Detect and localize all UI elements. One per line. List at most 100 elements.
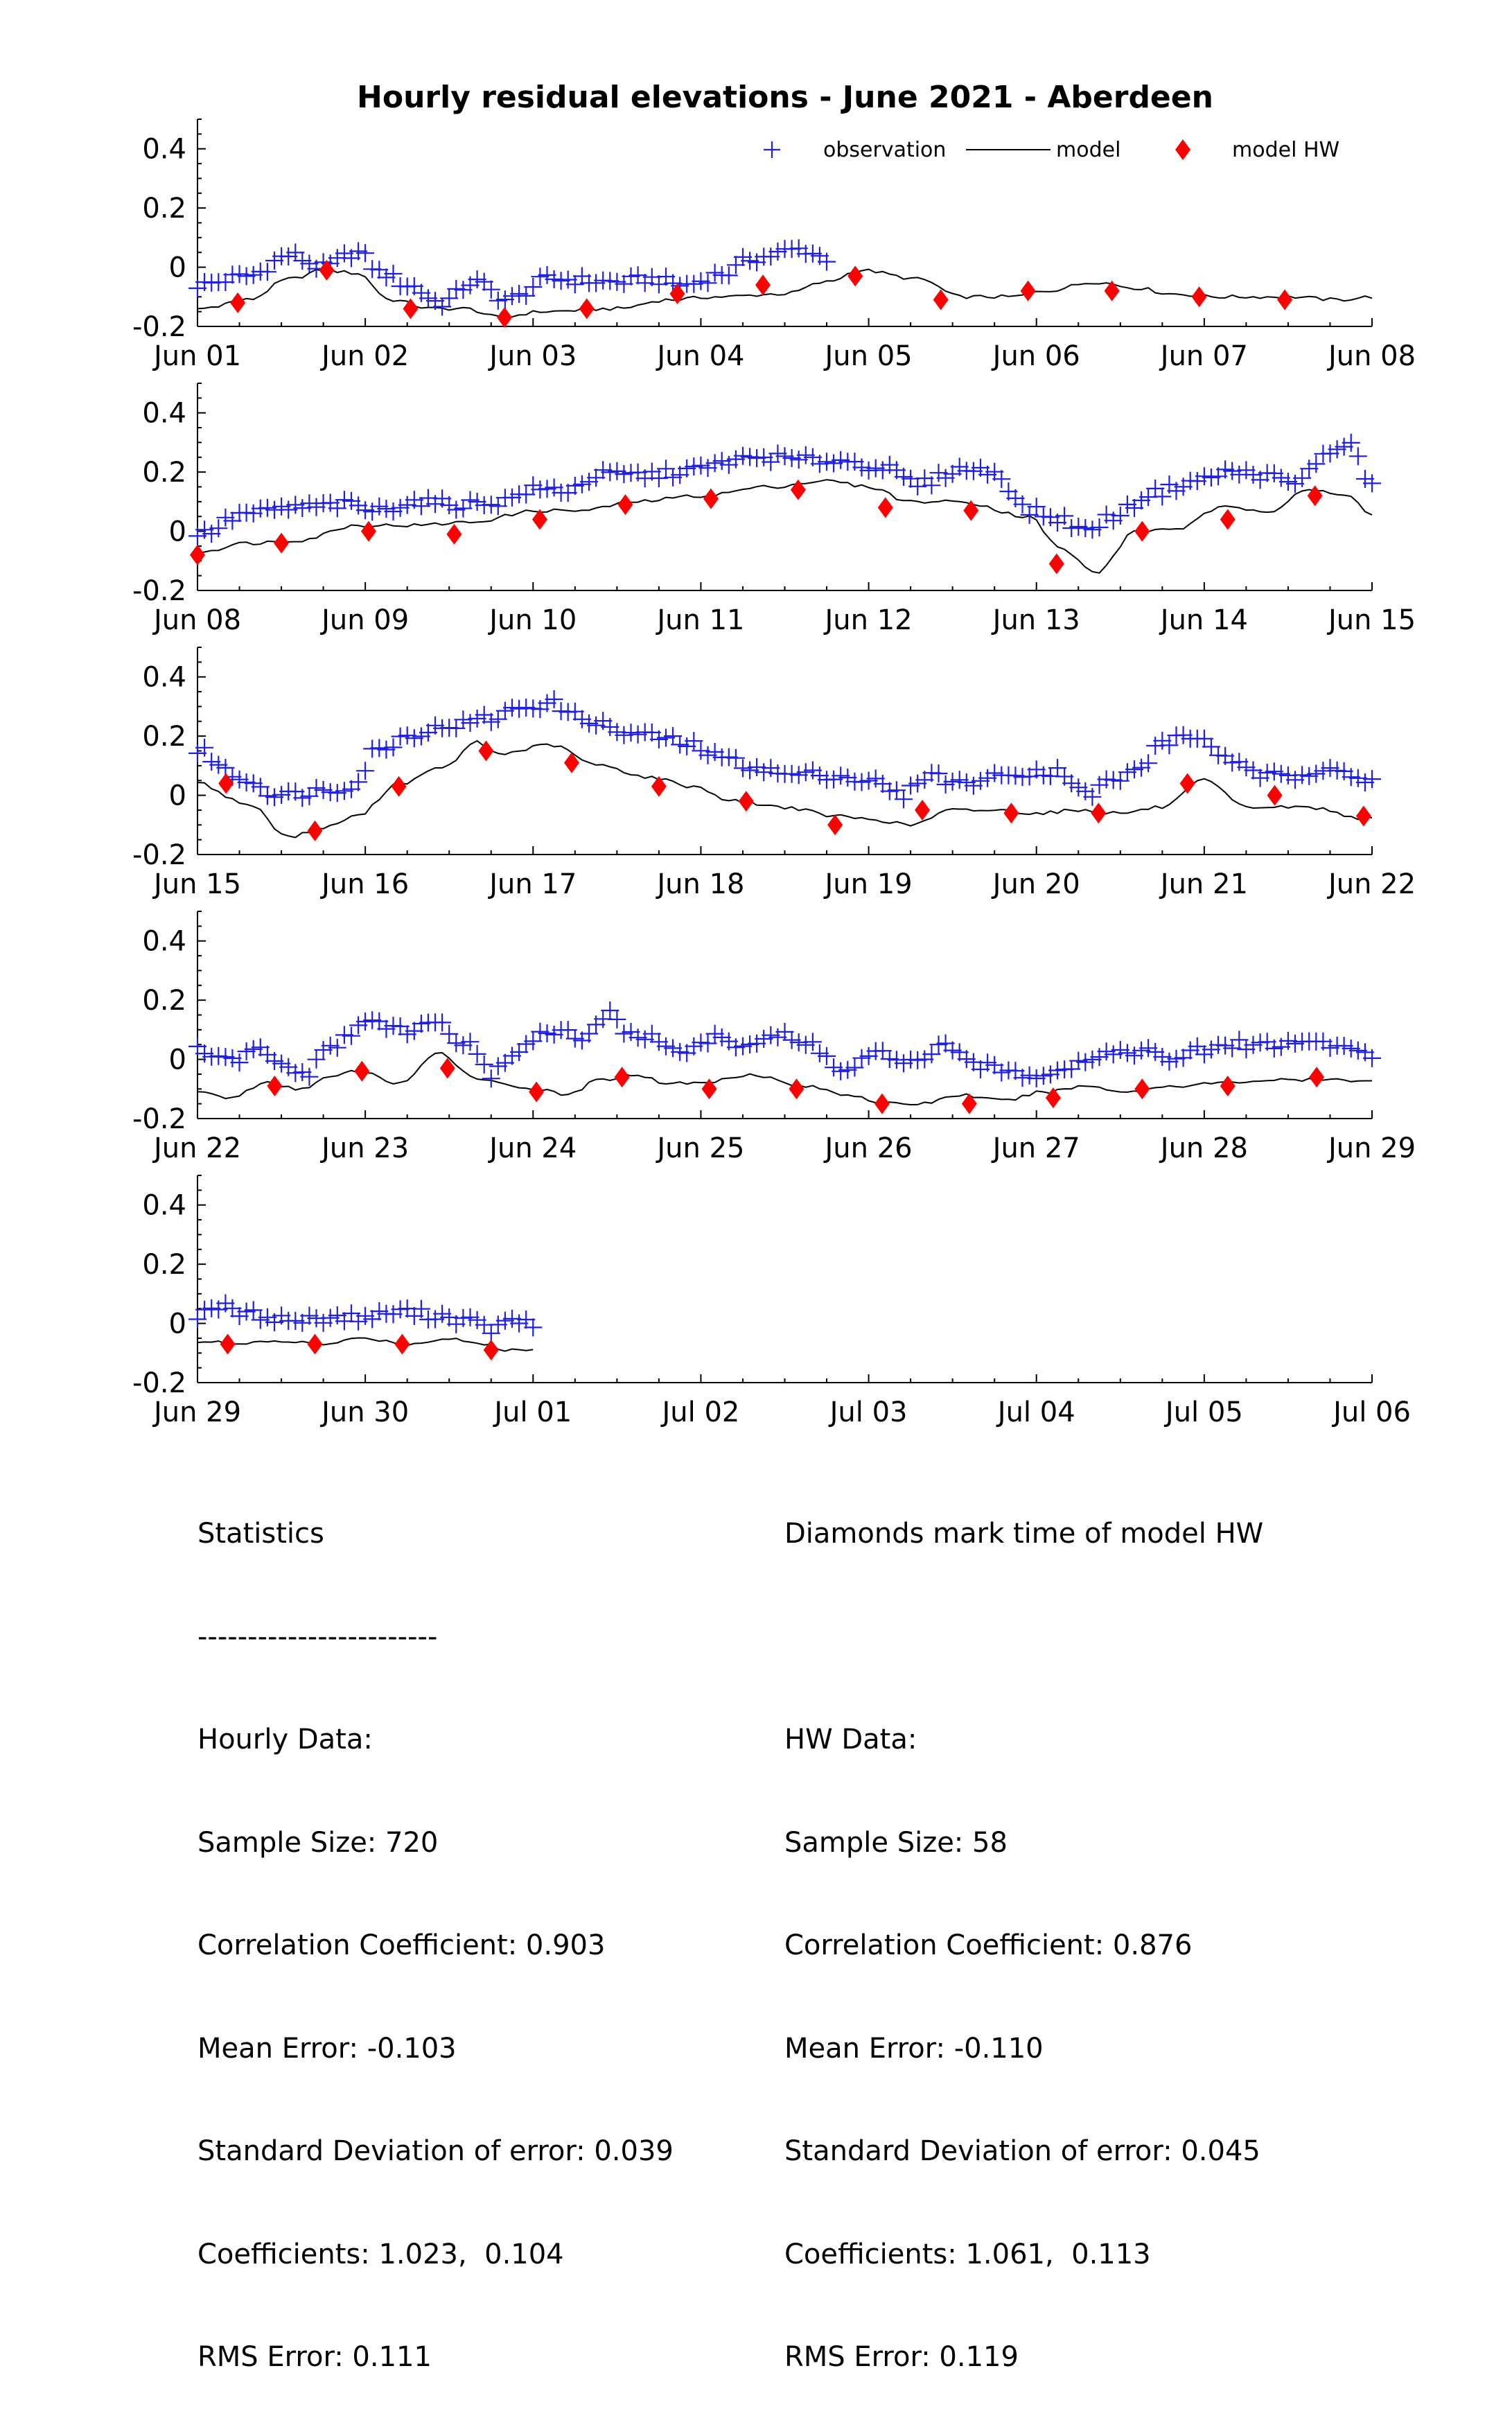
- observation-point: [461, 714, 480, 733]
- observation-point: [1069, 1051, 1088, 1070]
- x-tick-label: Jun 29: [1326, 1132, 1416, 1164]
- observation-point: [852, 773, 871, 791]
- observation-point: [608, 272, 626, 291]
- y-tick-label: -0.2: [132, 575, 186, 607]
- y-tick-label: -0.2: [132, 839, 186, 871]
- observation-point: [398, 1025, 416, 1044]
- observation-point: [370, 1012, 389, 1031]
- model-hw-marker: [703, 488, 719, 509]
- observation-point: [1335, 1037, 1353, 1055]
- observation-point: [314, 780, 333, 799]
- panel-1: -0.2 0 0.2 0.4 Jun 01 Jun 02 Jun 03 Jun 04 Jun 0…: [132, 119, 1416, 372]
- observation-series: [188, 239, 836, 316]
- model-hw-marker: [579, 298, 595, 319]
- x-tick-label: Jul 02: [660, 1396, 739, 1428]
- observation-point: [565, 275, 584, 294]
- observation-point: [1020, 767, 1039, 786]
- observation-point: [495, 290, 514, 309]
- stats-line: Sample Size: 58: [784, 1826, 1008, 1859]
- observation-point: [545, 1025, 563, 1044]
- observation-point: [671, 1042, 689, 1061]
- observation-point: [873, 1042, 892, 1060]
- x-tick-label: Jun 03: [487, 340, 577, 372]
- model-hw-marker: [307, 1333, 323, 1355]
- observation-point: [594, 461, 613, 480]
- observation-point: [461, 491, 480, 509]
- observation-point: [622, 267, 640, 286]
- observation-point: [524, 476, 543, 495]
- observation-point: [244, 504, 263, 523]
- observation-point: [272, 1054, 291, 1073]
- observation-point: [692, 1033, 710, 1052]
- observation-point: [1363, 770, 1381, 789]
- observation-point: [572, 267, 591, 286]
- observation-point: [698, 274, 717, 292]
- observation-point: [775, 1022, 794, 1041]
- x-tick-label: Jul 06: [1331, 1396, 1411, 1428]
- observation-point: [349, 496, 368, 515]
- observation-point: [908, 774, 927, 793]
- observation-point: [244, 774, 263, 793]
- observation-point: [601, 463, 619, 482]
- observation-point: [685, 1037, 703, 1055]
- observation-point: [1062, 774, 1081, 793]
- observation-point: [825, 770, 843, 789]
- observation-point: [1125, 1046, 1143, 1065]
- legend-observation-marker: [764, 141, 780, 158]
- observation-point: [1153, 1048, 1172, 1066]
- observation-point: [615, 274, 633, 293]
- model-hw-marker: [789, 1078, 805, 1100]
- observation-point: [642, 723, 661, 742]
- observation-point: [384, 738, 403, 757]
- model-hw-marker: [1104, 280, 1120, 301]
- observation-point: [734, 759, 752, 778]
- observation-point: [936, 468, 955, 487]
- observation-point: [587, 468, 606, 487]
- x-tick-label: Jun 22: [152, 1132, 241, 1164]
- model-hw-marker: [1134, 1078, 1150, 1100]
- observation-point: [810, 1044, 829, 1062]
- observation-point: [300, 1067, 319, 1086]
- observation-point: [1139, 754, 1158, 773]
- observation-point: [1272, 468, 1290, 487]
- observation-point: [615, 726, 633, 744]
- observation-point: [1348, 1041, 1367, 1060]
- observation-point: [803, 1033, 822, 1051]
- model-hw-marker: [360, 520, 376, 542]
- observation-point: [251, 778, 270, 796]
- observation-point: [1160, 1052, 1179, 1071]
- observation-point: [1174, 1049, 1193, 1067]
- observation-point: [608, 462, 626, 480]
- observation-point: [1321, 444, 1339, 463]
- observation-point: [447, 279, 466, 298]
- observation-point: [762, 247, 780, 266]
- observation-point: [587, 716, 606, 735]
- observation-point: [342, 1026, 360, 1045]
- observation-point: [265, 252, 283, 270]
- model-hw-marker: [446, 523, 462, 545]
- model-hw-marker: [669, 283, 685, 305]
- observation-point: [1125, 760, 1143, 779]
- observation-point: [495, 1053, 514, 1072]
- observation-point: [503, 488, 521, 507]
- observation-point: [258, 787, 276, 805]
- observation-point: [922, 476, 941, 495]
- observation-point: [412, 1299, 430, 1318]
- observation-point: [286, 496, 305, 514]
- observation-point: [1118, 495, 1136, 514]
- observation-point: [615, 1024, 633, 1043]
- observation-point: [559, 270, 577, 289]
- observation-point: [321, 1308, 340, 1327]
- observation-point: [286, 1064, 305, 1083]
- observation-point: [929, 1035, 948, 1054]
- observation-point: [895, 1054, 913, 1073]
- x-tick-label: Jun 29: [152, 1396, 241, 1428]
- observation-point: [202, 1299, 221, 1317]
- stats-line: Hourly Data:: [197, 1724, 373, 1755]
- observation-point: [468, 270, 486, 289]
- observation-point: [1202, 468, 1220, 487]
- observation-point: [391, 727, 410, 746]
- observation-point: [1111, 1041, 1129, 1059]
- observation-point: [649, 1033, 668, 1051]
- observation-point: [328, 784, 346, 803]
